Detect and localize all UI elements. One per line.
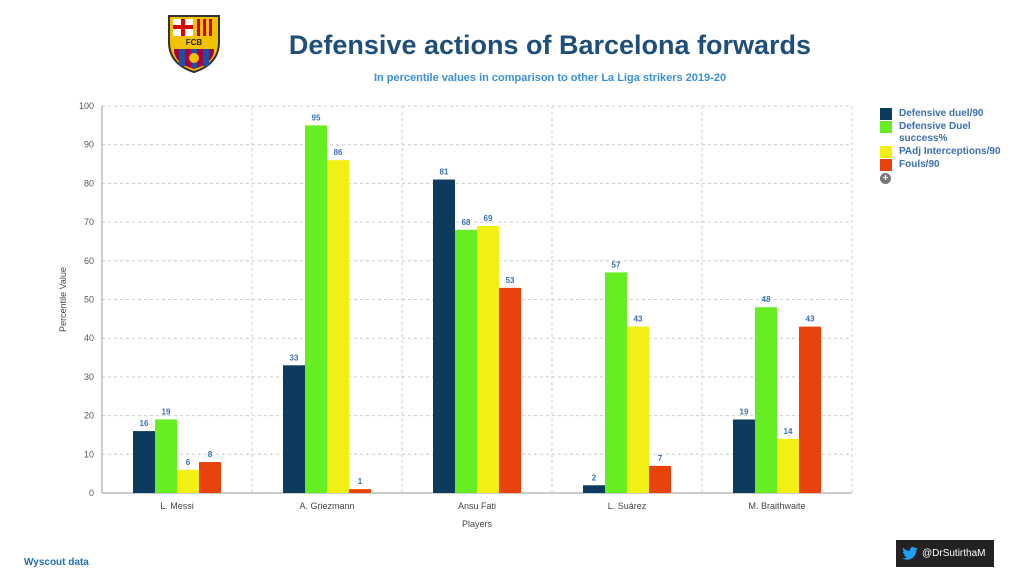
bar <box>499 287 521 493</box>
x-tick-label: L. Messi <box>160 501 194 511</box>
y-tick-label: 30 <box>84 372 94 382</box>
bar <box>155 419 177 493</box>
twitter-handle: @DrSutirthaM <box>922 548 986 559</box>
chart-title: Defensive actions of Barcelona forwards <box>288 30 812 60</box>
legend-label: Fouls/90 <box>899 159 940 170</box>
y-tick-label: 0 <box>89 488 94 498</box>
data-label: 95 <box>312 113 321 122</box>
legend-label: PAdj Interceptions/90 <box>899 146 1001 157</box>
y-tick-label: 40 <box>84 333 94 343</box>
legend-item[interactable]: Defensive Duel success% <box>880 121 1009 145</box>
bar <box>605 272 627 493</box>
legend-item[interactable]: PAdj Interceptions/90 <box>880 146 1009 158</box>
data-label: 57 <box>612 260 621 269</box>
data-label: 1 <box>358 477 363 486</box>
y-tick-label: 90 <box>84 140 94 150</box>
data-label: 14 <box>784 427 793 436</box>
bar <box>777 438 799 493</box>
bar <box>455 229 477 493</box>
bar <box>733 419 755 493</box>
y-tick-label: 100 <box>79 101 94 111</box>
x-tick-label: L. Suárez <box>608 501 647 511</box>
plus-icon[interactable]: + <box>880 173 891 184</box>
data-label: 43 <box>634 315 643 324</box>
data-label: 81 <box>440 168 449 177</box>
bar <box>177 469 199 493</box>
legend-item[interactable]: Defensive duel/90 <box>880 108 1009 120</box>
bar <box>433 179 455 493</box>
legend: Defensive duel/90 Defensive Duel success%… <box>880 108 1009 184</box>
data-label: 86 <box>334 148 343 157</box>
y-tick-label: 70 <box>84 217 94 227</box>
data-label: 19 <box>162 407 171 416</box>
legend-label: Defensive duel/90 <box>899 108 984 119</box>
data-label: 69 <box>484 214 493 223</box>
bar <box>199 462 221 493</box>
bar <box>799 326 821 493</box>
bar <box>305 125 327 493</box>
data-label: 6 <box>186 458 191 467</box>
source-label: Wyscout data <box>24 557 89 568</box>
data-label: 68 <box>462 218 471 227</box>
bar <box>133 431 155 493</box>
bar <box>649 465 671 493</box>
bar <box>477 225 499 493</box>
data-label: 8 <box>208 450 213 459</box>
y-tick-label: 10 <box>84 449 94 459</box>
data-label: 16 <box>140 419 149 428</box>
x-axis-label: Players <box>462 519 493 529</box>
y-axis-label: Percentile Value <box>58 267 68 332</box>
legend-swatch <box>880 146 892 158</box>
chart-subtitle: In percentile values in comparison to ot… <box>373 72 727 84</box>
fcb-logo: FCB <box>168 15 220 74</box>
bar <box>627 326 649 493</box>
legend-swatch <box>880 159 892 171</box>
svg-text:FCB: FCB <box>186 38 203 47</box>
data-label: 48 <box>762 295 771 304</box>
y-tick-label: 80 <box>84 178 94 188</box>
y-tick-label: 20 <box>84 411 94 421</box>
legend-swatch <box>880 121 892 133</box>
bar <box>755 307 777 493</box>
bar <box>327 160 349 493</box>
bar <box>349 489 371 493</box>
legend-label: Defensive Duel success% <box>899 121 971 144</box>
data-label: 43 <box>806 315 815 324</box>
bar <box>583 485 605 493</box>
x-tick-label: A. Griezmann <box>299 501 354 511</box>
bar <box>283 365 305 493</box>
y-tick-label: 60 <box>84 256 94 266</box>
x-tick-label: M. Braithwaite <box>748 501 805 511</box>
data-label: 53 <box>506 276 515 285</box>
data-label: 2 <box>592 473 597 482</box>
legend-item[interactable]: Fouls/90 <box>880 159 1009 171</box>
legend-swatch <box>880 108 892 120</box>
data-label: 7 <box>658 454 663 463</box>
x-tick-label: Ansu Fati <box>458 501 496 511</box>
data-label: 33 <box>290 353 299 362</box>
data-label: 19 <box>740 407 749 416</box>
twitter-icon <box>902 547 918 560</box>
twitter-badge: @DrSutirthaM <box>896 540 994 567</box>
y-tick-label: 50 <box>84 295 94 305</box>
